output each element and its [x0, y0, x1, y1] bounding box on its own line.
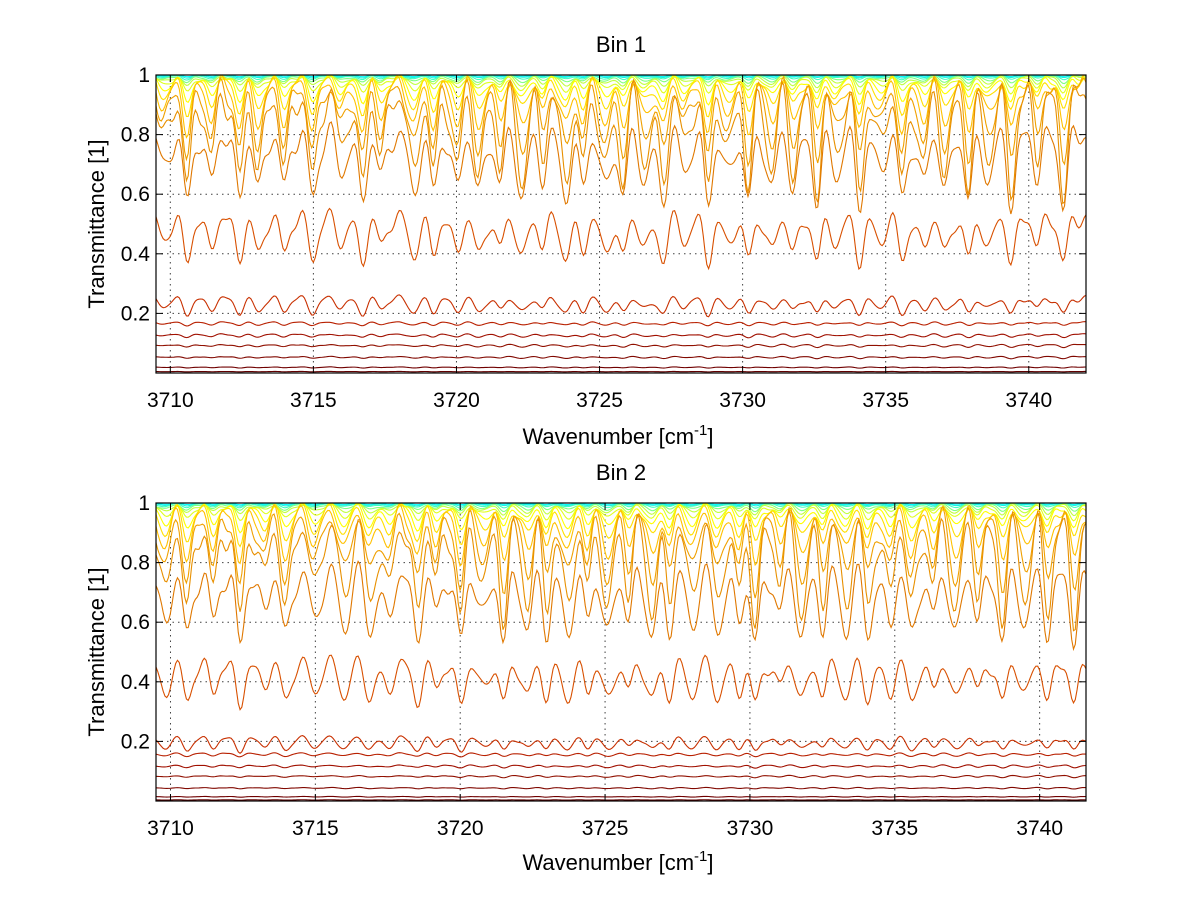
- x-ticks: 3710 3715 3720 3725 3730 3735 3740: [147, 503, 1063, 840]
- series-line: [155, 502, 1087, 522]
- y-ticks: 0.2 0.4 0.6 0.8 1: [121, 492, 1086, 753]
- y-axis-label: Transmittance [1]: [84, 139, 109, 308]
- x-tick-label: 3730: [719, 389, 766, 412]
- series-line: [155, 786, 1087, 790]
- series-line: [155, 508, 1087, 632]
- x-tick-label: 3740: [1005, 389, 1052, 412]
- x-tick-label: 3735: [862, 389, 909, 412]
- y-ticks: 0.2 0.4 0.6 0.8 1: [121, 64, 1086, 325]
- series-line: [155, 503, 1086, 517]
- series-line: [155, 505, 1087, 599]
- x-tick-label: 3740: [1016, 817, 1063, 840]
- y-tick-label: 0.8: [121, 124, 150, 147]
- series-line: [155, 795, 1087, 798]
- y-tick-label: 0.6: [121, 183, 150, 206]
- y-tick-label: 1: [138, 64, 150, 87]
- series-line: [155, 294, 1087, 318]
- x-tick-label: 3720: [433, 389, 480, 412]
- x-tick-label: 3725: [582, 817, 629, 840]
- x-tick-label: 3715: [290, 389, 337, 412]
- series-line: [155, 654, 1087, 711]
- y-tick-label: 0.4: [121, 671, 151, 694]
- series-line: [155, 735, 1087, 754]
- series-lines: [155, 502, 1087, 801]
- y-tick-label: 0.2: [121, 302, 150, 325]
- series-line: [155, 75, 1087, 168]
- y-tick-label: 0.6: [121, 611, 150, 634]
- x-tick-label: 3735: [871, 817, 918, 840]
- plot-area: [155, 74, 1087, 374]
- series-line: [155, 502, 1087, 568]
- x-tick-label: 3710: [147, 389, 194, 412]
- x-axis-label: Wavenumber [cm-1]: [522, 848, 713, 875]
- x-tick-label: 3720: [437, 817, 484, 840]
- series-line: [155, 502, 1087, 513]
- series-line: [155, 75, 1087, 89]
- series-line: [155, 560, 1087, 652]
- series-line: [155, 207, 1087, 271]
- x-axis-label: Wavenumber [cm-1]: [522, 422, 713, 449]
- chart-panel-bin-1: Bin 1 3710 3715 3720 3725 3730 3735 3740 0.20.…: [84, 32, 1087, 449]
- chart-panel-bin-2: Bin 2 3710 3715 3720 3725 3730 3735 3740 0.20.…: [84, 460, 1087, 875]
- series-line: [155, 502, 1087, 509]
- series-line: [155, 355, 1086, 360]
- x-ticks: 3710 3715 3720 3725 3730 3735 3740: [147, 75, 1052, 412]
- series-line: [155, 752, 1087, 758]
- x-tick-label: 3715: [292, 817, 339, 840]
- y-tick-label: 1: [138, 492, 150, 515]
- series-line: [155, 366, 1087, 369]
- y-tick-label: 0.4: [121, 243, 151, 266]
- series-line: [155, 343, 1087, 349]
- series-line: [155, 333, 1087, 339]
- series-line: [155, 74, 1087, 95]
- x-tick-label: 3730: [727, 817, 774, 840]
- y-tick-label: 0.2: [121, 730, 150, 753]
- x-tick-label: 3710: [147, 817, 194, 840]
- x-tick-label: 3725: [576, 389, 623, 412]
- y-tick-label: 0.8: [121, 552, 150, 575]
- series-line: [155, 79, 1087, 205]
- series-lines: [155, 74, 1087, 373]
- series-line: [155, 764, 1087, 769]
- series-line: [155, 321, 1087, 327]
- series-line: [155, 121, 1087, 215]
- chart-title: Bin 2: [596, 460, 646, 485]
- plot-area: [155, 502, 1087, 802]
- y-axis-label: Transmittance [1]: [84, 567, 109, 736]
- series-line: [155, 774, 1087, 779]
- chart-title: Bin 1: [596, 32, 646, 57]
- series-line: [155, 74, 1087, 85]
